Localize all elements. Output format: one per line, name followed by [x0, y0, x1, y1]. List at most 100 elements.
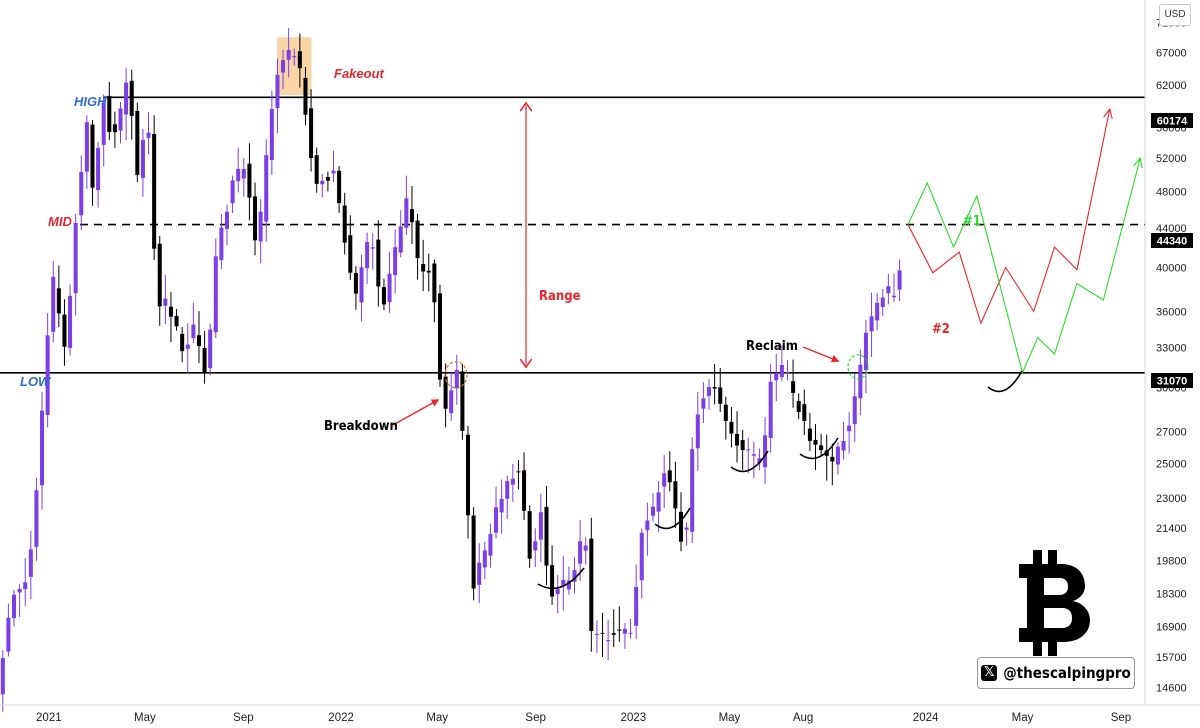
candle-body	[258, 211, 263, 242]
candle-body	[40, 410, 45, 486]
candle-body	[348, 235, 353, 273]
candle-body	[835, 446, 840, 465]
candle-body	[432, 263, 437, 303]
candle-body	[555, 589, 560, 595]
candle-body	[213, 256, 218, 333]
candle-body	[168, 306, 173, 317]
path-1-label: #1	[963, 214, 981, 229]
candle-body	[566, 580, 571, 590]
candle-body	[723, 404, 728, 421]
candle-body	[342, 205, 347, 243]
breakdown-annotation: Breakdown	[324, 419, 398, 434]
candle-body	[819, 445, 824, 451]
y-tick-label: 14600	[1156, 683, 1187, 695]
candle-body	[645, 520, 650, 531]
candle-body	[415, 220, 420, 259]
support-curve	[654, 507, 691, 530]
x-tick-label: 2022	[328, 712, 354, 724]
candle-body	[118, 108, 123, 131]
author-watermark: 𝕏 @thescalpingpro	[977, 657, 1135, 689]
candle-body	[73, 222, 78, 294]
candle-body	[101, 102, 106, 145]
candle-body	[437, 293, 443, 380]
candle-body	[690, 449, 695, 532]
candle-body	[505, 481, 510, 499]
candle-body	[140, 139, 145, 178]
candle-body	[768, 381, 773, 438]
candle-body	[84, 122, 89, 172]
candle-body	[353, 272, 358, 294]
candle-body	[208, 329, 213, 368]
candle-body	[600, 632, 605, 634]
candle-body	[622, 628, 627, 634]
candle-body	[791, 381, 796, 393]
candle-body	[729, 421, 734, 434]
candle-body	[617, 629, 622, 631]
reclaim-arrow	[802, 346, 840, 363]
candle-body	[550, 565, 555, 597]
candle-body	[830, 456, 835, 462]
support-curve	[537, 567, 585, 590]
candle-body	[404, 198, 409, 228]
x-tick-label: May	[719, 712, 741, 724]
candle-body	[454, 369, 459, 389]
x-tick-label: 2023	[621, 712, 647, 724]
candle-body	[320, 180, 325, 185]
candle-body	[124, 82, 129, 115]
candle-body	[880, 297, 885, 307]
candle-body	[852, 396, 857, 425]
candle-body	[381, 287, 386, 305]
candle-body	[774, 373, 779, 381]
candle-body	[365, 242, 370, 269]
candle-body	[174, 315, 179, 327]
candle-body	[6, 617, 11, 652]
candle-body	[807, 428, 812, 441]
candle-body	[533, 541, 538, 551]
low-label: LOW	[20, 374, 52, 389]
candle-body	[241, 169, 246, 179]
candle-body	[275, 74, 280, 108]
currency-button[interactable]: USD	[1159, 4, 1191, 26]
candle-body	[297, 51, 302, 69]
projection-path-1	[907, 158, 1141, 375]
candle-body	[891, 295, 896, 298]
y-tick-label: 18300	[1156, 588, 1187, 600]
candle-body	[544, 506, 549, 566]
candle-body	[34, 490, 39, 547]
candle-body	[572, 570, 577, 582]
high-label: HIGH	[74, 94, 107, 109]
x-tick-label: Sep	[525, 712, 545, 724]
svg-text:31070: 31070	[1157, 376, 1188, 388]
y-tick-label: 52000	[1156, 153, 1187, 165]
candle-body	[107, 95, 112, 133]
candle-body	[309, 108, 314, 158]
candle-body	[247, 163, 252, 198]
candle-body	[28, 549, 33, 577]
candle-body	[684, 527, 689, 530]
candle-body	[449, 390, 454, 414]
candle-body	[303, 78, 308, 115]
candle-body	[79, 172, 84, 216]
x-tick-label: May	[134, 712, 156, 724]
candle-body	[157, 243, 162, 307]
reclaim-circle	[847, 354, 869, 380]
candle-body	[180, 333, 185, 352]
candle-body	[628, 632, 633, 634]
candle-body	[527, 511, 532, 559]
y-tick-label: 62000	[1156, 80, 1187, 92]
candle-body	[561, 579, 566, 587]
candle-body	[112, 124, 117, 133]
candle-body	[488, 534, 493, 556]
candle-body	[376, 239, 381, 287]
candle-body	[813, 439, 818, 445]
y-tick-label: 33000	[1156, 343, 1187, 355]
projection-1-arrowhead	[1133, 156, 1143, 169]
projection-2-arrowhead	[1103, 107, 1113, 119]
candle-body	[802, 404, 807, 421]
breakdown-arrow	[392, 399, 440, 426]
candle-body	[482, 550, 487, 568]
candle-body	[185, 344, 190, 349]
y-tick-label: 19800	[1156, 556, 1187, 568]
candle-body	[11, 594, 17, 619]
